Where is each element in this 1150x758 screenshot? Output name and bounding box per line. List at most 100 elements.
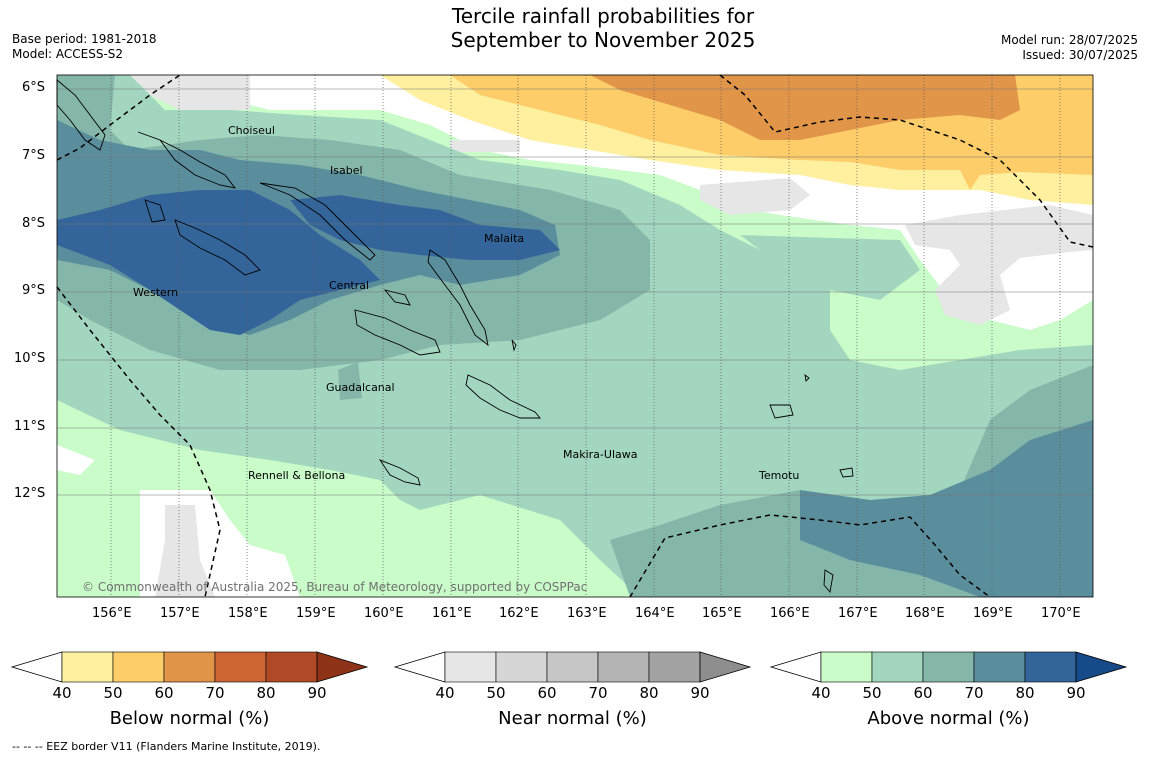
colorbar-tick-label: 90 [1066, 684, 1086, 702]
vanikoro-island [839, 467, 854, 478]
colorbar-tick-label: 70 [205, 684, 225, 702]
contour-above-80-b [290, 195, 560, 260]
colorbar-tick-label: 40 [811, 684, 831, 702]
contour-near-normal-5 [130, 75, 250, 110]
probability-contours [57, 75, 1093, 597]
province-label-western: Western [133, 286, 179, 299]
province-label-rennell-bellona: Rennell & Bellona [248, 469, 346, 482]
makira-island [465, 374, 541, 419]
malaita-island [427, 249, 489, 347]
contour-below-60 [590, 75, 1020, 140]
colorbar-tick-label: 70 [964, 684, 984, 702]
colorbar-segment [444, 651, 497, 683]
province-label-central: Central [329, 279, 370, 292]
colorbar-segment [648, 651, 701, 683]
colorbar-label-near-normal: Near normal (%) [498, 708, 647, 729]
colorbar-segment [112, 651, 165, 683]
eez-footnote: -- -- -- EEZ border V11 (Flanders Marine… [12, 740, 321, 753]
colorbar-tick-label: 40 [52, 684, 72, 702]
santa-cruz-island [769, 404, 794, 419]
colorbar-tick-label: 80 [256, 684, 276, 702]
province-label-isabel: Isabel [330, 164, 363, 177]
lat-label-8s: 8°S [22, 216, 46, 231]
contour-near-normal-6 [450, 140, 520, 152]
lat-label-10s: 10°S [14, 351, 46, 366]
colorbar-segment [61, 651, 114, 683]
longitude-gridlines [110, 75, 1061, 597]
colorbar-tick-label: 50 [103, 684, 123, 702]
colorbar-tick-label: 70 [588, 684, 608, 702]
lon-label-170e: 170°E [1041, 606, 1081, 621]
lon-label-161e: 161°E [432, 606, 472, 621]
province-label-temotu: Temotu [759, 469, 800, 482]
colorbar-segment [163, 651, 216, 683]
contour-near-normal-3 [905, 205, 1093, 325]
colorbar-tick-label: 60 [537, 684, 557, 702]
duff-islands [804, 373, 810, 382]
lon-label-159e: 159°E [296, 606, 336, 621]
contour-above-80 [57, 190, 380, 335]
model-name: Model: ACCESS-S2 [12, 47, 124, 61]
lon-label-166e: 166°E [770, 606, 810, 621]
base-period: Base period: 1981-2018 [12, 32, 157, 46]
colorbar-segment [214, 651, 267, 683]
lon-label-165e: 165°E [702, 606, 742, 621]
lat-label-11s: 11°S [14, 419, 46, 434]
contour-neutral-w [57, 445, 95, 475]
vella-lavella-island [144, 199, 166, 223]
lon-label-157e: 157°E [160, 606, 200, 621]
colorbar-tick-label: 90 [307, 684, 327, 702]
lat-label-9s: 9°S [22, 283, 46, 298]
florida-islands [383, 289, 411, 306]
sikaiana-island [511, 339, 517, 352]
province-label-choiseul: Choiseul [228, 124, 275, 137]
bougainville-island [56, 79, 106, 151]
province-label-malaita: Malaita [484, 232, 525, 245]
colorbar-tick-label: 50 [862, 684, 882, 702]
coastlines [56, 79, 854, 594]
contour-above-60-small [338, 362, 362, 400]
colorbar-segment [820, 651, 873, 683]
anuta-island [823, 569, 834, 594]
map-title-line2: September to November 2025 [450, 28, 756, 52]
contour-above-70-se [800, 420, 1093, 597]
colorbar-above-normal [769, 651, 1128, 683]
colorbar-extension-low [393, 651, 446, 683]
latitude-gridlines [57, 88, 1093, 496]
lon-label-164e: 164°E [635, 606, 675, 621]
colorbar-extension-low [10, 651, 63, 683]
lat-label-6s: 6°S [22, 80, 46, 95]
colorbar-segment [546, 651, 599, 683]
colorbar-label-below-normal: Below normal (%) [109, 708, 270, 729]
contour-near-normal-4 [155, 505, 215, 597]
eez-border [56, 74, 1094, 598]
lon-label-160e: 160°E [364, 606, 404, 621]
colorbar-segment [973, 651, 1026, 683]
isabel-island [259, 182, 376, 261]
colorbar-near-normal [393, 651, 752, 683]
contour-above-50-ne [740, 235, 920, 300]
colorbar-below-normal [10, 651, 369, 683]
lat-label-7s: 7°S [22, 148, 46, 163]
colorbar-segment [1024, 651, 1077, 683]
map-title-line1: Tercile rainfall probabilities for [451, 4, 755, 28]
colorbars [10, 651, 1128, 683]
colorbar-tick-label: 60 [913, 684, 933, 702]
colorbar-tick-label: 90 [690, 684, 710, 702]
colorbar-label-above-normal: Above normal (%) [867, 708, 1030, 729]
colorbar-tick-label: 80 [639, 684, 659, 702]
map-frame [56, 74, 1094, 598]
guadalcanal-island [354, 309, 441, 356]
rennell-island [378, 459, 421, 486]
colorbar-tick-label: 50 [486, 684, 506, 702]
lon-label-169e: 169°E [973, 606, 1013, 621]
province-label-makira-ulawa: Makira-Ulawa [563, 448, 638, 461]
choiseul-island [137, 131, 237, 189]
colorbar-tick-label: 80 [1015, 684, 1035, 702]
colorbar-extension-low [769, 651, 822, 683]
colorbar-extension-high [1075, 651, 1128, 683]
model-run-date: Model run: 28/07/2025 [1000, 33, 1138, 47]
lon-label-168e: 168°E [905, 606, 945, 621]
colorbar-segment [922, 651, 975, 683]
